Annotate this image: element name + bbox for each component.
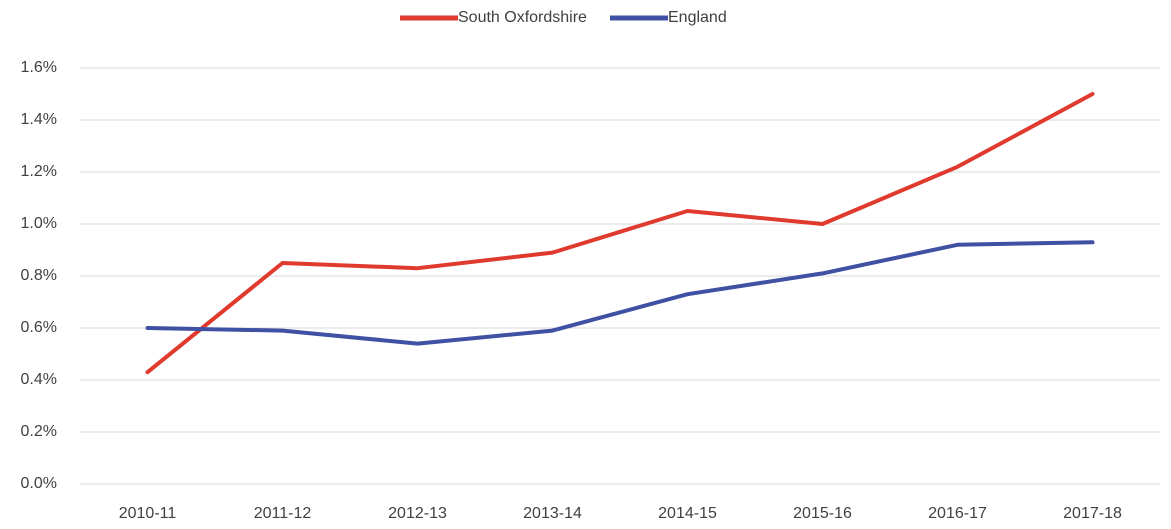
line-series [145, 92, 1095, 375]
y-tick-label: 0.8% [21, 267, 57, 284]
y-tick-label: 1.4% [21, 111, 57, 128]
x-tick-label: 2011-12 [254, 505, 312, 522]
line-series [145, 240, 1095, 346]
x-tick-label: 2015-16 [793, 505, 852, 522]
y-tick-label: 1.2% [21, 163, 57, 180]
x-tick-label: 2010-11 [119, 505, 177, 522]
x-tick-label: 2016-17 [928, 505, 987, 522]
y-tick-label: 1.0% [21, 215, 57, 232]
y-tick-label: 0.0% [21, 475, 57, 492]
x-tick-label: 2014-15 [658, 505, 717, 522]
x-tick-label: 2017-18 [1063, 505, 1122, 522]
y-tick-label: 0.2% [21, 423, 57, 440]
y-tick-label: 1.6% [21, 59, 57, 76]
y-tick-label: 0.6% [21, 319, 57, 336]
legend-label: South Oxfordshire [458, 9, 587, 26]
x-tick-label: 2013-14 [523, 505, 582, 522]
x-tick-label: 2012-13 [388, 505, 447, 522]
legend-label: England [668, 9, 727, 26]
y-tick-label: 0.4% [21, 371, 57, 388]
